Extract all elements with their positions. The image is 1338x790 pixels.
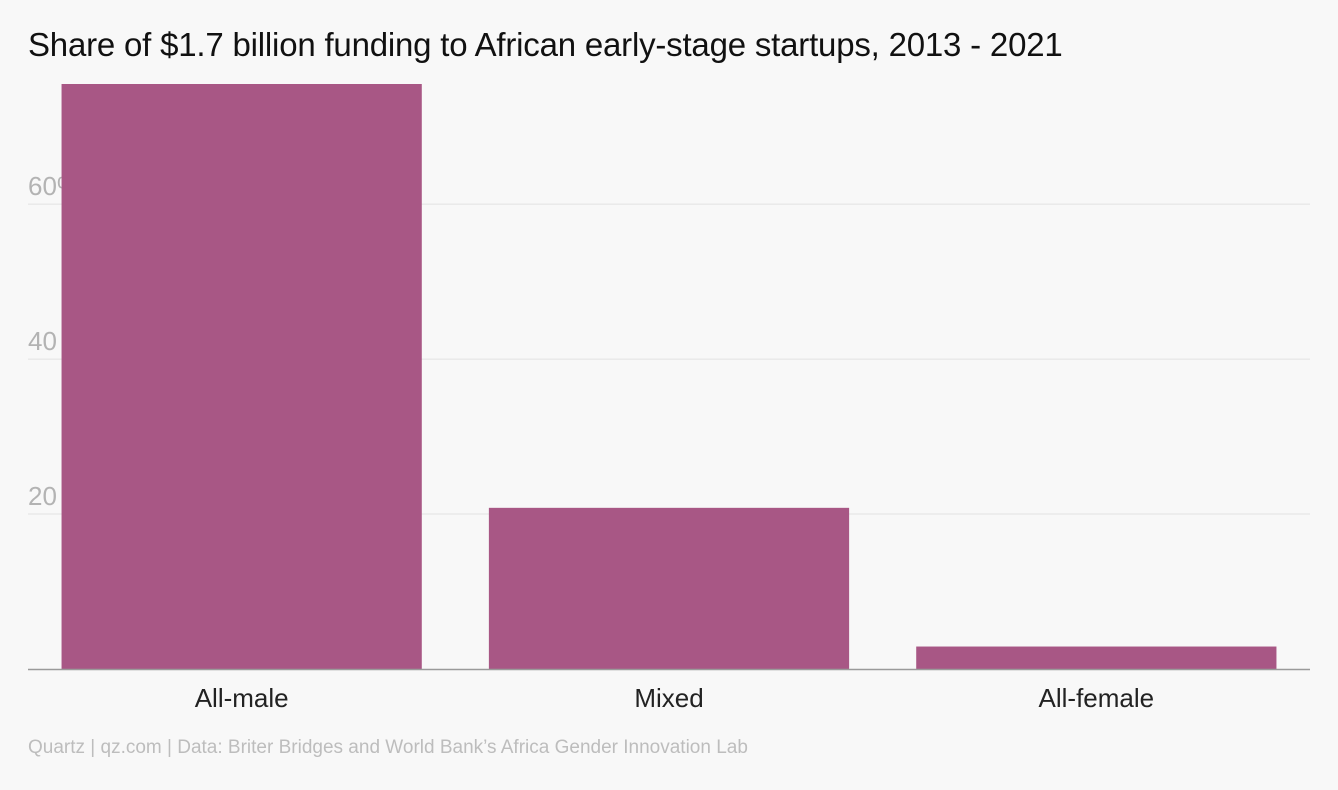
bar-all-male xyxy=(61,84,422,669)
x-tick-label: All-male xyxy=(195,683,289,713)
x-tick-label: All-female xyxy=(1039,683,1155,713)
axes: All-male Mixed All-female xyxy=(28,668,1310,713)
x-tick-label: Mixed xyxy=(634,683,703,713)
source-footer: Quartz | qz.com | Data: Briter Bridges a… xyxy=(28,737,748,758)
y-tick-label: 40 xyxy=(28,326,57,356)
bar-mixed xyxy=(488,507,850,669)
chart-title: Share of $1.7 billion funding to African… xyxy=(28,26,1063,63)
bars xyxy=(61,84,1277,669)
bar-all-female xyxy=(916,646,1277,669)
y-tick-label: 20 xyxy=(28,481,57,511)
